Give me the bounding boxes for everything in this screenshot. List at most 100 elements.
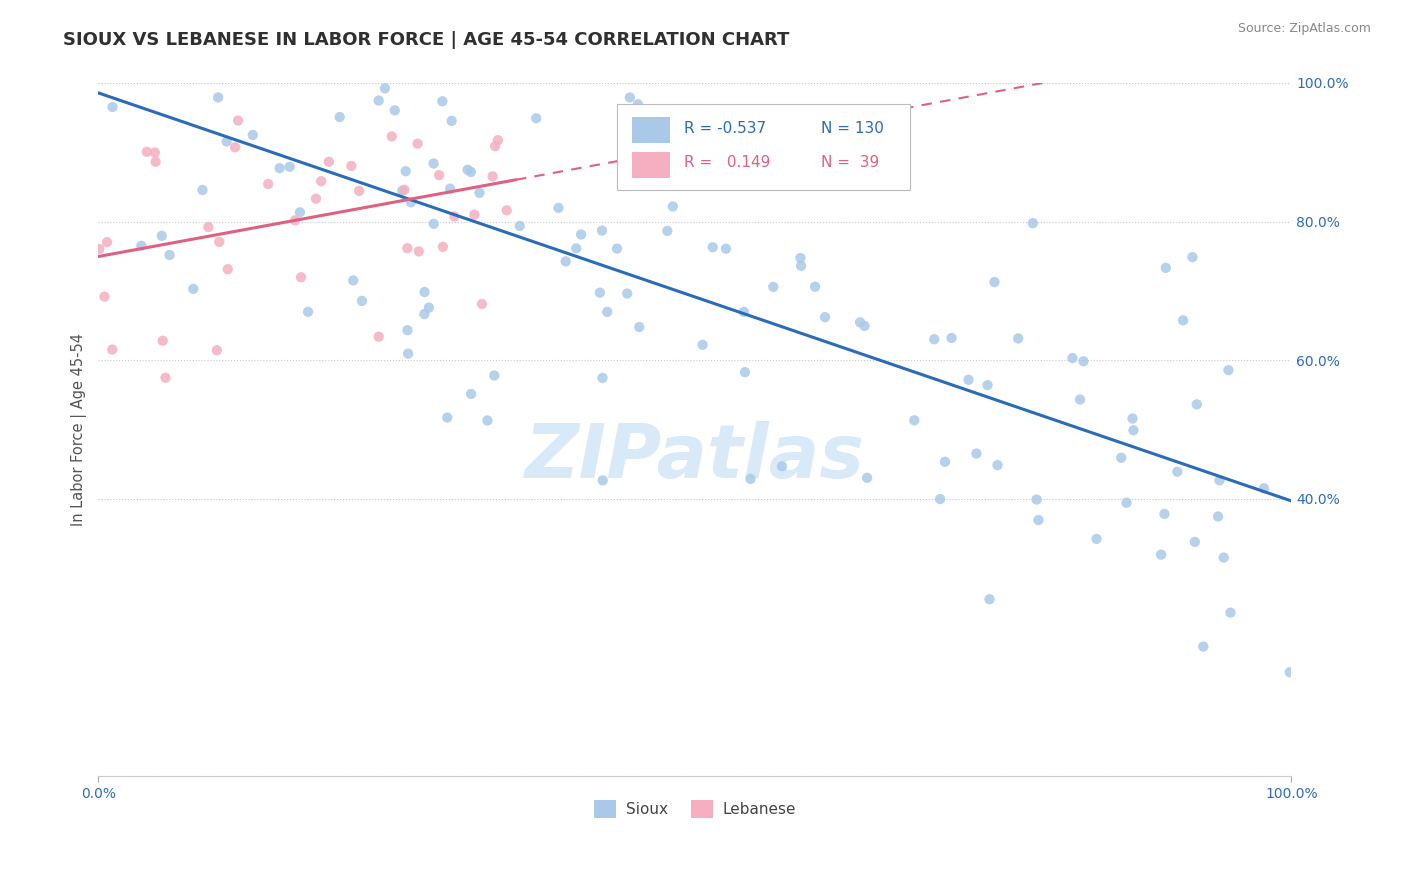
Sioux <box>589 285 612 300</box>
Sioux <box>804 279 827 293</box>
Sioux <box>738 142 761 156</box>
Sioux <box>569 227 592 242</box>
Sioux <box>477 62 499 76</box>
Sioux <box>242 128 264 142</box>
Lebanese <box>486 133 509 147</box>
Sioux <box>181 282 204 296</box>
Lebanese <box>309 174 332 188</box>
Bar <box>631 117 669 144</box>
Sioux <box>714 242 737 256</box>
Sioux <box>460 387 482 401</box>
Sioux <box>374 81 396 95</box>
Lebanese <box>89 242 111 256</box>
Sioux <box>395 164 418 178</box>
Sioux <box>606 242 628 256</box>
Sioux <box>215 135 238 149</box>
Sioux <box>789 251 811 265</box>
Sioux <box>155 62 177 76</box>
Lebanese <box>340 159 363 173</box>
Sioux <box>596 305 619 319</box>
Sioux <box>278 160 301 174</box>
Sioux <box>733 305 755 319</box>
Sioux <box>1062 351 1084 365</box>
Text: N = 130: N = 130 <box>821 120 884 136</box>
Lebanese <box>347 184 370 198</box>
Sioux <box>628 320 651 334</box>
Sioux <box>1185 397 1208 411</box>
Lebanese <box>224 140 246 154</box>
Lebanese <box>471 297 494 311</box>
Sioux <box>1028 513 1050 527</box>
Sioux <box>1022 216 1045 230</box>
Sioux <box>396 323 419 337</box>
Sioux <box>692 338 714 352</box>
Sioux <box>814 310 837 325</box>
Sioux <box>934 455 956 469</box>
Sioux <box>1206 509 1229 524</box>
Sioux <box>468 186 491 200</box>
Sioux <box>1153 507 1175 521</box>
Lebanese <box>427 168 450 182</box>
Text: Source: ZipAtlas.com: Source: ZipAtlas.com <box>1237 22 1371 36</box>
Sioux <box>979 592 1001 607</box>
Sioux <box>524 112 547 126</box>
Sioux <box>436 410 458 425</box>
Sioux <box>1208 473 1230 487</box>
Lebanese <box>463 208 485 222</box>
Lebanese <box>406 136 429 151</box>
Bar <box>631 152 669 178</box>
Sioux <box>1219 606 1241 620</box>
Sioux <box>976 378 998 392</box>
Lebanese <box>484 139 506 153</box>
Y-axis label: In Labor Force | Age 45-54: In Labor Force | Age 45-54 <box>72 333 87 526</box>
Sioux <box>627 97 650 112</box>
Sioux <box>509 219 531 233</box>
Lebanese <box>257 177 280 191</box>
Sioux <box>1073 354 1095 368</box>
Sioux <box>422 156 444 170</box>
Lebanese <box>318 154 340 169</box>
Sioux <box>965 446 987 460</box>
Lebanese <box>367 329 389 343</box>
Lebanese <box>143 145 166 160</box>
Sioux <box>1122 423 1144 437</box>
Sioux <box>1166 465 1188 479</box>
Sioux <box>423 217 446 231</box>
Lebanese <box>135 145 157 159</box>
Sioux <box>1218 363 1240 377</box>
Sioux <box>702 240 724 254</box>
Sioux <box>329 110 352 124</box>
Sioux <box>477 413 499 427</box>
Sioux <box>131 239 153 253</box>
Sioux <box>191 183 214 197</box>
Lebanese <box>495 203 517 218</box>
Sioux <box>756 171 779 186</box>
Sioux <box>247 62 270 76</box>
Lebanese <box>208 235 231 249</box>
Lebanese <box>408 244 430 259</box>
Sioux <box>159 248 181 262</box>
Sioux <box>657 224 679 238</box>
Sioux <box>457 162 479 177</box>
Sioux <box>1278 665 1301 680</box>
Sioux <box>602 62 624 76</box>
Lebanese <box>443 210 465 224</box>
Sioux <box>484 368 506 383</box>
Lebanese <box>432 240 454 254</box>
Lebanese <box>396 241 419 255</box>
Lebanese <box>394 183 416 197</box>
Sioux <box>1171 313 1194 327</box>
Sioux <box>986 458 1008 472</box>
Lebanese <box>381 129 404 144</box>
Sioux <box>1253 481 1275 495</box>
Sioux <box>367 94 389 108</box>
Sioux <box>740 472 762 486</box>
Sioux <box>619 90 641 104</box>
Sioux <box>762 280 785 294</box>
Text: SIOUX VS LEBANESE IN LABOR FORCE | AGE 45-54 CORRELATION CHART: SIOUX VS LEBANESE IN LABOR FORCE | AGE 4… <box>63 31 790 49</box>
Sioux <box>790 259 813 273</box>
Lebanese <box>217 262 239 277</box>
Lebanese <box>197 219 219 234</box>
Lebanese <box>145 154 167 169</box>
Sioux <box>983 275 1005 289</box>
